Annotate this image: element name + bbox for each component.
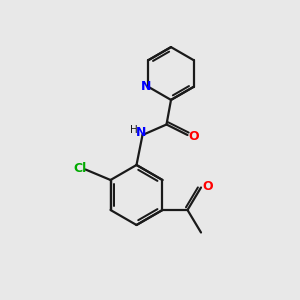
Text: H: H [130,124,137,135]
Text: O: O [202,179,213,193]
Text: N: N [140,80,151,93]
Text: N: N [136,125,146,139]
Text: Cl: Cl [74,161,87,175]
Text: O: O [189,130,200,143]
